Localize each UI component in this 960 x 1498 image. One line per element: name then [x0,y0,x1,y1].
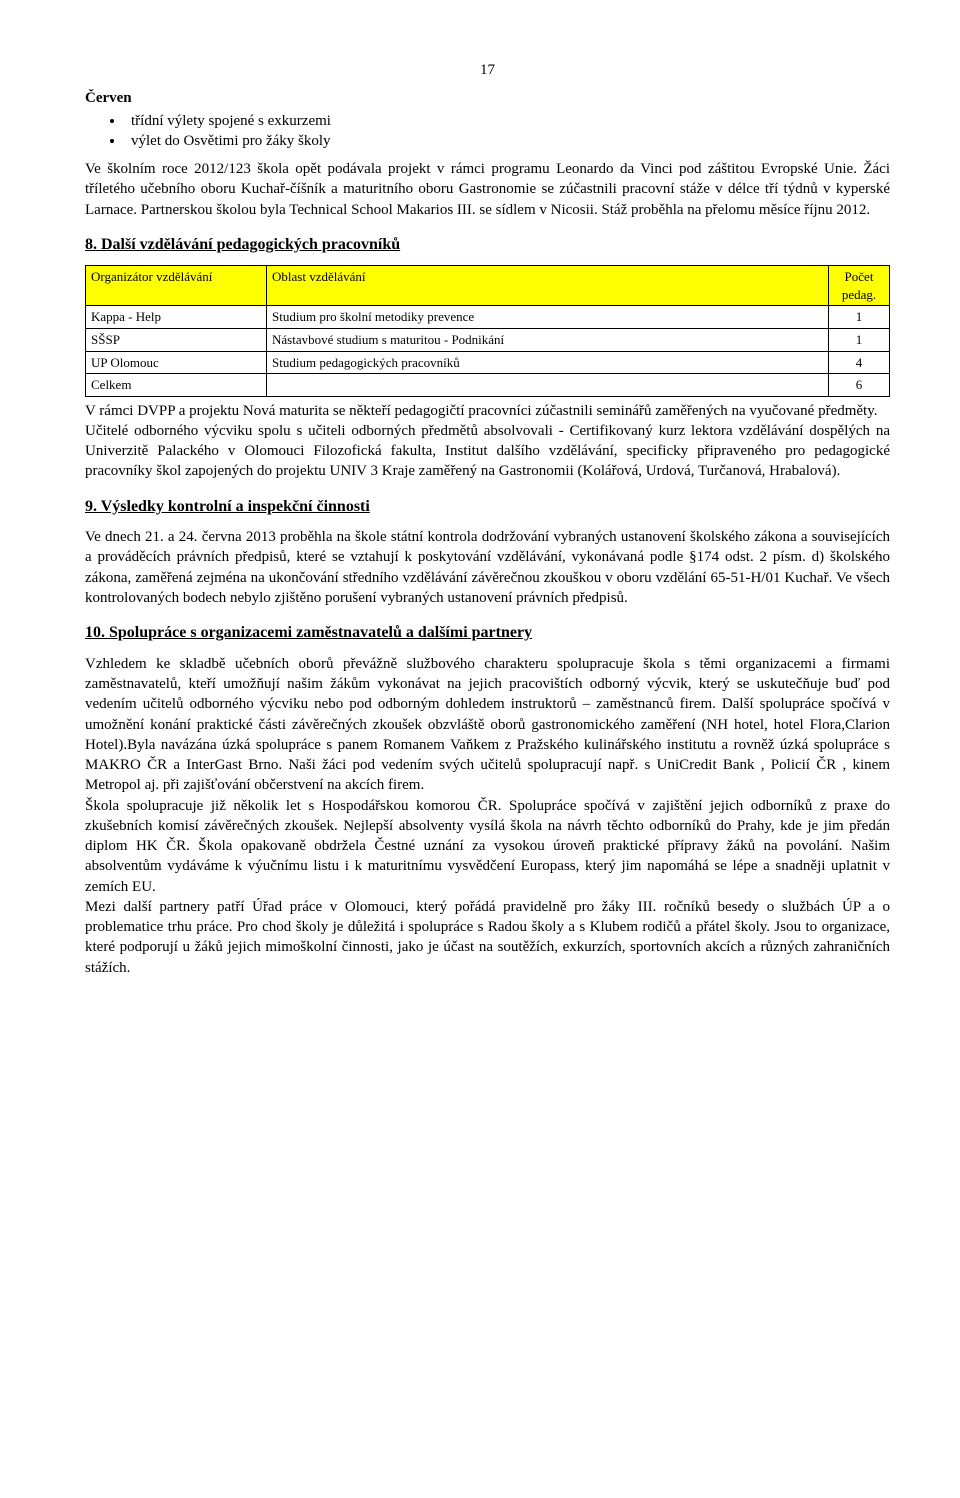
table-cell: Celkem [86,374,267,397]
section-9-heading: 9. Výsledky kontrolní a inspekční činnos… [85,496,890,518]
section8-paragraph: Učitelé odborného výcviku spolu s učitel… [85,421,890,482]
table-cell: 6 [829,374,890,397]
section10-paragraph: Škola spolupracuje již několik let s Hos… [85,796,890,897]
intro-paragraph: Ve školním roce 2012/123 škola opět podá… [85,159,890,220]
section-8-heading: 8. Další vzdělávání pedagogických pracov… [85,234,890,256]
table-cell: Studium pro školní metodiky prevence [267,306,829,329]
list-item: třídní výlety spojené s exkurzemi [125,111,890,131]
section8-paragraph: V rámci DVPP a projektu Nová maturita se… [85,401,890,421]
section9-paragraph: Ve dnech 21. a 24. června 2013 proběhla … [85,527,890,608]
table-cell: Studium pedagogických pracovníků [267,351,829,374]
table-header: Počet pedag. [829,266,890,306]
table-cell: 1 [829,306,890,329]
table-cell [267,374,829,397]
bullet-list: třídní výlety spojené s exkurzemi výlet … [85,111,890,152]
table-header: Oblast vzdělávání [267,266,829,306]
section10-paragraph: Vzhledem ke skladbě učebních oborů převá… [85,654,890,796]
page-number: 17 [85,60,890,80]
table-cell: UP Olomouc [86,351,267,374]
section10-paragraph: Mezi další partnery patří Úřad práce v O… [85,897,890,978]
table-cell: 4 [829,351,890,374]
table-cell: Kappa - Help [86,306,267,329]
list-item: výlet do Osvětimi pro žáky školy [125,131,890,151]
table-cell: SŠSP [86,328,267,351]
section-10-heading: 10. Spolupráce s organizacemi zaměstnava… [85,622,890,644]
table-cell: 1 [829,328,890,351]
table-header: Organizátor vzdělávání [86,266,267,306]
table-cell: Nástavbové studium s maturitou - Podniká… [267,328,829,351]
month-heading: Červen [85,88,890,108]
training-table: Organizátor vzdělávání Oblast vzdělávání… [85,265,890,396]
